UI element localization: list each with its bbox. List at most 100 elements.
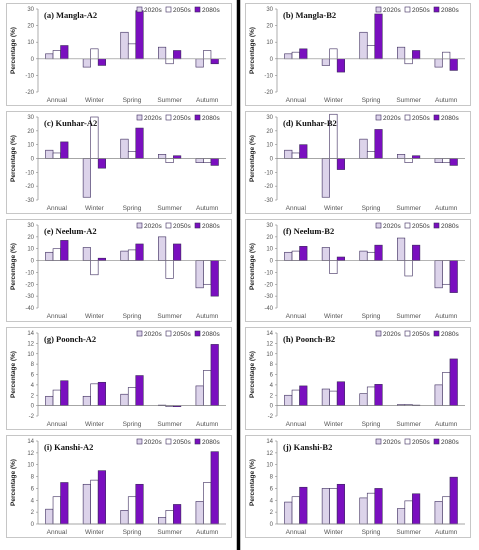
bar-2020s-winter: [82, 158, 91, 198]
bar-2080s-spring: [135, 483, 144, 525]
bar-2020s-winter: [82, 58, 91, 68]
y-tick-label: -2: [268, 414, 274, 420]
category-label: Summer: [157, 529, 182, 536]
legend-label-2050s: 2050s: [412, 331, 430, 338]
bar-2020s-spring: [359, 250, 368, 261]
y-tick-label: 8: [270, 475, 274, 481]
bar-2020s-annual: [284, 53, 293, 60]
y-tick-label: -40: [264, 306, 273, 312]
y-tick-label: 10: [266, 143, 273, 149]
y-tick-label: 2: [270, 393, 274, 399]
legend-label-2020s: 2020s: [383, 223, 401, 230]
bar-2050s-annual: [291, 152, 300, 159]
category-label: Annual: [47, 421, 68, 428]
category-label: Summer: [157, 313, 182, 320]
bar-2020s-autumn: [434, 501, 443, 525]
bar-2080s-autumn: [449, 58, 458, 71]
legend-label-2050s: 2050s: [173, 115, 191, 122]
bar-2020s-annual: [45, 395, 54, 406]
category-label: Autumn: [196, 97, 219, 104]
y-tick-label: -10: [264, 170, 273, 176]
legend-swatch-2080s: [433, 330, 440, 337]
panel-frame: [245, 435, 471, 538]
bar-2050s-autumn: [203, 482, 212, 525]
bar-2080s-winter: [97, 381, 106, 406]
panel-title: (f) Neelum-B2: [283, 226, 334, 236]
y-tick-label: -30: [25, 294, 34, 300]
legend-swatch-2020s: [375, 438, 382, 445]
y-tick-label: 30: [27, 115, 34, 121]
bar-2020s-winter: [82, 483, 91, 525]
y-tick-label: 2: [31, 510, 35, 516]
y-tick-label: 4: [270, 383, 274, 389]
y-axis-title: Percentage (%): [10, 27, 17, 74]
category-label: Autumn: [196, 529, 219, 536]
bar-2020s-spring: [120, 510, 129, 525]
bar-2080s-autumn: [210, 344, 219, 406]
category-label: Winter: [324, 529, 344, 536]
bar-2080s-summer: [173, 243, 182, 261]
y-tick-label: 20: [27, 24, 34, 30]
bar-2080s-autumn: [210, 260, 219, 297]
y-tick-label: 8: [31, 362, 35, 368]
legend-label-2050s: 2050s: [173, 7, 191, 14]
category-label: Annual: [286, 421, 307, 428]
y-tick-label: 30: [27, 223, 34, 229]
category-label: Autumn: [196, 421, 219, 428]
panel-frame: [245, 3, 471, 106]
y-tick-label: -10: [264, 73, 273, 79]
bar-2050s-summer: [165, 58, 174, 65]
bar-2050s-winter: [90, 260, 99, 276]
y-tick-label: 14: [27, 439, 34, 445]
category-label: Summer: [396, 313, 421, 320]
y-tick-label: -20: [25, 282, 34, 288]
bar-2020s-autumn: [434, 58, 443, 68]
bar-2050s-summer: [404, 260, 413, 277]
y-tick-label: 10: [27, 352, 34, 358]
bar-2020s-summer: [397, 154, 406, 159]
bar-2080s-annual: [299, 246, 308, 261]
y-tick-label: -10: [264, 270, 273, 276]
legend-swatch-2050s: [165, 6, 172, 13]
legend-swatch-2020s: [375, 6, 382, 13]
bar-2050s-spring: [366, 151, 376, 159]
legend-label-2080s: 2080s: [202, 439, 220, 446]
bar-2080s-annual: [60, 141, 69, 159]
bar-2050s-summer: [404, 158, 413, 163]
bar-2080s-summer: [412, 50, 421, 60]
bar-2050s-spring: [366, 45, 376, 60]
bar-2020s-autumn: [434, 158, 443, 163]
category-label: Spring: [362, 97, 381, 104]
panel-frame: [245, 219, 471, 322]
category-label: Spring: [123, 205, 142, 212]
category-label: Spring: [123, 313, 142, 320]
y-tick-label: -30: [25, 198, 34, 204]
bar-2080s-winter: [97, 257, 106, 261]
y-tick-label: 0: [31, 404, 35, 410]
y-tick-label: 14: [266, 331, 273, 337]
bar-2020s-annual: [284, 251, 293, 261]
bar-2080s-annual: [299, 48, 308, 60]
bar-2080s-winter: [336, 483, 345, 525]
y-tick-label: 30: [266, 115, 273, 121]
category-label: Spring: [123, 421, 142, 428]
bar-2080s-annual: [299, 385, 308, 406]
legend-swatch-2080s: [194, 438, 201, 445]
category-label: Winter: [324, 205, 344, 212]
y-tick-label: -40: [25, 306, 34, 312]
legend-label-2050s: 2050s: [412, 7, 430, 14]
y-tick-label: 6: [31, 373, 35, 379]
bar-2050s-winter: [329, 390, 338, 406]
legend-swatch-2020s: [136, 114, 143, 121]
legend-swatch-2020s: [375, 222, 382, 229]
y-tick-label: 14: [27, 331, 34, 337]
panel-title: (a) Mangla-A2: [44, 10, 97, 20]
y-tick-label: 0: [31, 259, 35, 265]
bar-2020s-spring: [120, 138, 129, 159]
y-tick-label: 6: [31, 486, 35, 492]
bar-2080s-spring: [135, 127, 144, 159]
bar-2020s-autumn: [195, 58, 204, 68]
legend-label-2080s: 2080s: [202, 331, 220, 338]
